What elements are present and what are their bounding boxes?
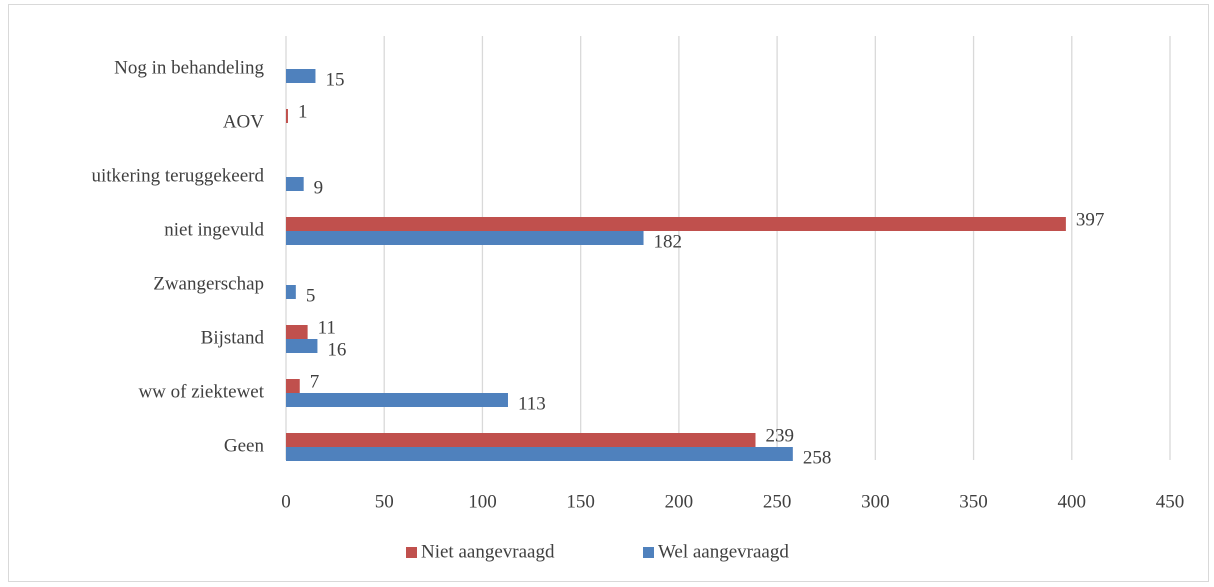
bar bbox=[286, 217, 1066, 231]
y-tick-label: AOV bbox=[223, 111, 264, 132]
x-tick-label: 300 bbox=[861, 491, 890, 512]
data-label: 258 bbox=[803, 447, 832, 468]
x-tick-label: 250 bbox=[763, 491, 792, 512]
x-tick-label: 450 bbox=[1156, 491, 1185, 512]
bar bbox=[286, 109, 288, 123]
bar bbox=[286, 379, 300, 393]
bar bbox=[286, 325, 308, 339]
x-tick-label: 0 bbox=[281, 491, 291, 512]
y-tick-label: Geen bbox=[224, 435, 265, 456]
bar bbox=[286, 339, 318, 353]
legend-swatch bbox=[406, 547, 417, 558]
bar bbox=[286, 231, 644, 245]
data-label: 1 bbox=[298, 101, 308, 122]
data-label: 15 bbox=[325, 69, 344, 90]
x-tick-label: 150 bbox=[566, 491, 595, 512]
data-label: 239 bbox=[766, 425, 795, 446]
y-tick-label: uitkering teruggekeerd bbox=[91, 165, 264, 186]
x-tick-label: 100 bbox=[468, 491, 497, 512]
x-tick-label: 50 bbox=[375, 491, 394, 512]
data-label: 113 bbox=[518, 393, 546, 414]
bar bbox=[286, 69, 316, 83]
bar bbox=[286, 433, 756, 447]
data-label: 9 bbox=[314, 177, 324, 198]
data-label: 5 bbox=[306, 285, 316, 306]
y-tick-label: niet ingevuld bbox=[164, 219, 264, 240]
y-tick-label: Bijstand bbox=[201, 327, 265, 348]
y-tick-label: Nog in behandeling bbox=[114, 57, 264, 78]
data-label: 7 bbox=[310, 371, 320, 392]
data-label: 11 bbox=[318, 317, 336, 338]
legend-label: Wel aangevraagd bbox=[658, 541, 789, 562]
legend-swatch bbox=[643, 547, 654, 558]
x-tick-label: 200 bbox=[665, 491, 694, 512]
y-tick-label: ww of ziektewet bbox=[138, 381, 264, 402]
x-tick-label: 400 bbox=[1058, 491, 1087, 512]
legend-label: Niet aangevraagd bbox=[421, 541, 555, 562]
data-label: 182 bbox=[654, 231, 683, 252]
x-tick-label: 350 bbox=[959, 491, 988, 512]
bar bbox=[286, 177, 304, 191]
bar bbox=[286, 393, 508, 407]
data-label: 397 bbox=[1076, 209, 1105, 230]
y-tick-label: Zwangerschap bbox=[153, 273, 264, 294]
data-label: 16 bbox=[327, 339, 346, 360]
chart-border bbox=[8, 4, 1209, 582]
bar bbox=[286, 447, 793, 461]
bar bbox=[286, 285, 296, 299]
